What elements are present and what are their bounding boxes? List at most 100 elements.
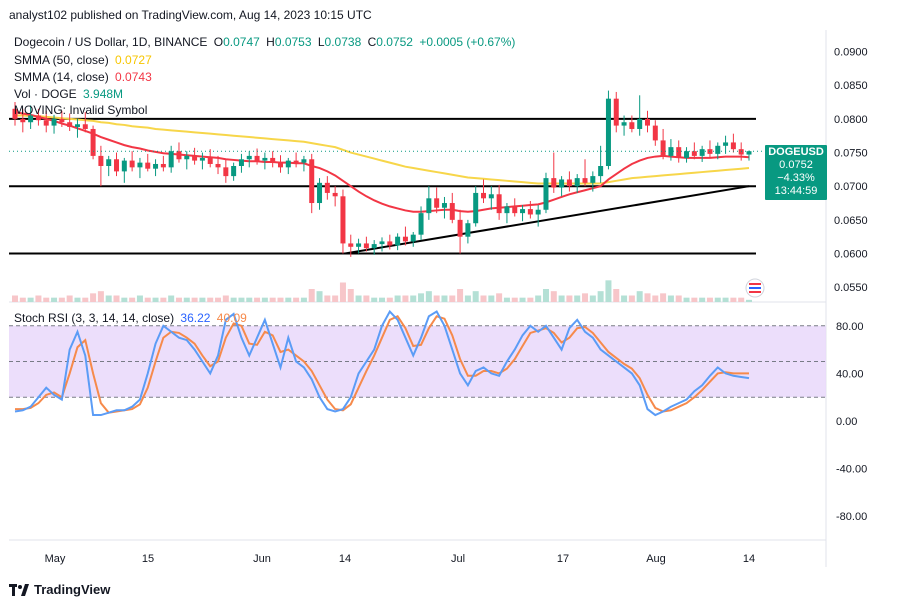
candle-body: [496, 194, 502, 214]
volume-bar: [183, 297, 190, 302]
volume-bar: [308, 289, 315, 302]
volume-bar: [636, 291, 643, 302]
candle-body: [12, 108, 18, 119]
candle-body: [699, 149, 705, 156]
stoch-tick-label-4: -80.00: [836, 511, 867, 523]
volume-bar: [58, 297, 65, 302]
candle-body: [121, 160, 127, 172]
volume-bar: [660, 293, 667, 302]
publish-header: analyst102 published on TradingView.com,…: [0, 0, 902, 30]
volume-bar: [394, 295, 401, 302]
time-tick-label-0: May: [45, 553, 66, 565]
volume-bar: [121, 297, 128, 302]
candle-body: [254, 155, 260, 161]
candle-body: [207, 157, 213, 164]
candle-body: [637, 118, 643, 129]
volume-bar: [144, 297, 151, 302]
volume-bar: [488, 295, 495, 302]
volume-bar: [410, 295, 417, 302]
volume-bar: [418, 293, 425, 302]
volume-bar: [43, 297, 50, 302]
legend-open: 0.0747: [223, 35, 260, 49]
candle-body: [192, 155, 198, 161]
stoch-tick-label-0: 80.00: [836, 321, 864, 333]
volume-bar: [316, 291, 323, 302]
publisher-text: analyst102 published on TradingView.com,…: [9, 8, 372, 22]
candle-body: [145, 162, 151, 169]
candle-body: [715, 145, 721, 154]
candle-body: [410, 234, 416, 242]
stoch-k-line: [14, 309, 750, 417]
candle-body: [356, 243, 362, 247]
legend-high-label: H: [266, 35, 275, 49]
legend-close: 0.0752: [376, 35, 413, 49]
price-tick-label-7: 0.0550: [834, 282, 868, 294]
candle-body: [67, 122, 73, 127]
candle-body: [153, 163, 159, 169]
volume-bar: [222, 295, 229, 302]
volume-bar: [582, 293, 589, 302]
volume-bar: [191, 297, 198, 302]
price-tick-label-6: 0.0600: [834, 249, 868, 261]
candle-body: [129, 160, 135, 168]
time-tick-label-5: 17: [557, 553, 569, 565]
time-tick-label-3: 14: [339, 553, 351, 565]
candle-body: [590, 176, 596, 183]
volume-bar: [51, 297, 58, 302]
candle-body: [629, 122, 635, 129]
price-tick-label-4: 0.0700: [834, 181, 868, 193]
legend-moving: MOVING: Invalid Symbol: [14, 103, 150, 117]
volume-bar: [339, 282, 346, 302]
candle-body: [566, 179, 572, 187]
smma14-line: [14, 111, 750, 213]
candle-body: [488, 194, 494, 199]
candle-body: [324, 182, 330, 193]
legend-low-label: L: [317, 35, 325, 49]
flag-icon-stripe: [749, 287, 761, 289]
volume-bar: [355, 295, 362, 302]
volume-bar: [621, 295, 628, 302]
time-tick-label-6: Aug: [646, 553, 666, 565]
time-tick-label-7: 14: [743, 553, 755, 565]
volume-bar: [558, 295, 565, 302]
volume-bar: [379, 297, 385, 302]
volume-bar: [269, 297, 276, 302]
volume-bar: [706, 297, 713, 302]
legend-sma50: SMMA (50, close) 0.0727: [14, 53, 155, 67]
candle-body: [746, 151, 752, 155]
volume-bar: [535, 295, 542, 302]
volume-bar: [730, 297, 737, 302]
candle-body: [465, 223, 471, 237]
candle-body: [277, 162, 283, 168]
candle-body: [238, 159, 244, 166]
stoch-d-line: [15, 315, 749, 414]
volume-value: 3.948M: [83, 87, 124, 101]
volume-bar: [66, 295, 73, 302]
volume-bar: [503, 297, 510, 302]
volume-bar: [152, 297, 159, 302]
volume-bar: [691, 297, 698, 302]
candle-body: [621, 122, 627, 126]
candle-body: [691, 151, 697, 156]
volume-bar: [589, 295, 596, 302]
flag-icon: [745, 278, 765, 298]
candle-body: [426, 198, 432, 214]
tradingview-logo[interactable]: TradingView: [9, 582, 110, 597]
legend-high: 0.0753: [274, 35, 312, 49]
volume-bar: [402, 295, 409, 302]
candle-body: [738, 149, 744, 155]
time-tick-label-2: Jun: [253, 553, 271, 565]
volume-bar: [425, 291, 432, 302]
stoch-tick-label-2: 0.00: [836, 416, 857, 428]
tradingview-logo-text: TradingView: [34, 582, 111, 597]
volume-bar: [332, 295, 339, 302]
time-tick-label-1: 15: [142, 553, 154, 565]
sma50-value: 0.0727: [115, 53, 152, 67]
flag-icon-stripe: [749, 283, 761, 285]
volume-bar: [511, 297, 518, 302]
volume-bar: [480, 295, 487, 302]
volume-bar: [441, 295, 448, 302]
candle-body: [527, 209, 533, 215]
candle-body: [582, 178, 588, 183]
